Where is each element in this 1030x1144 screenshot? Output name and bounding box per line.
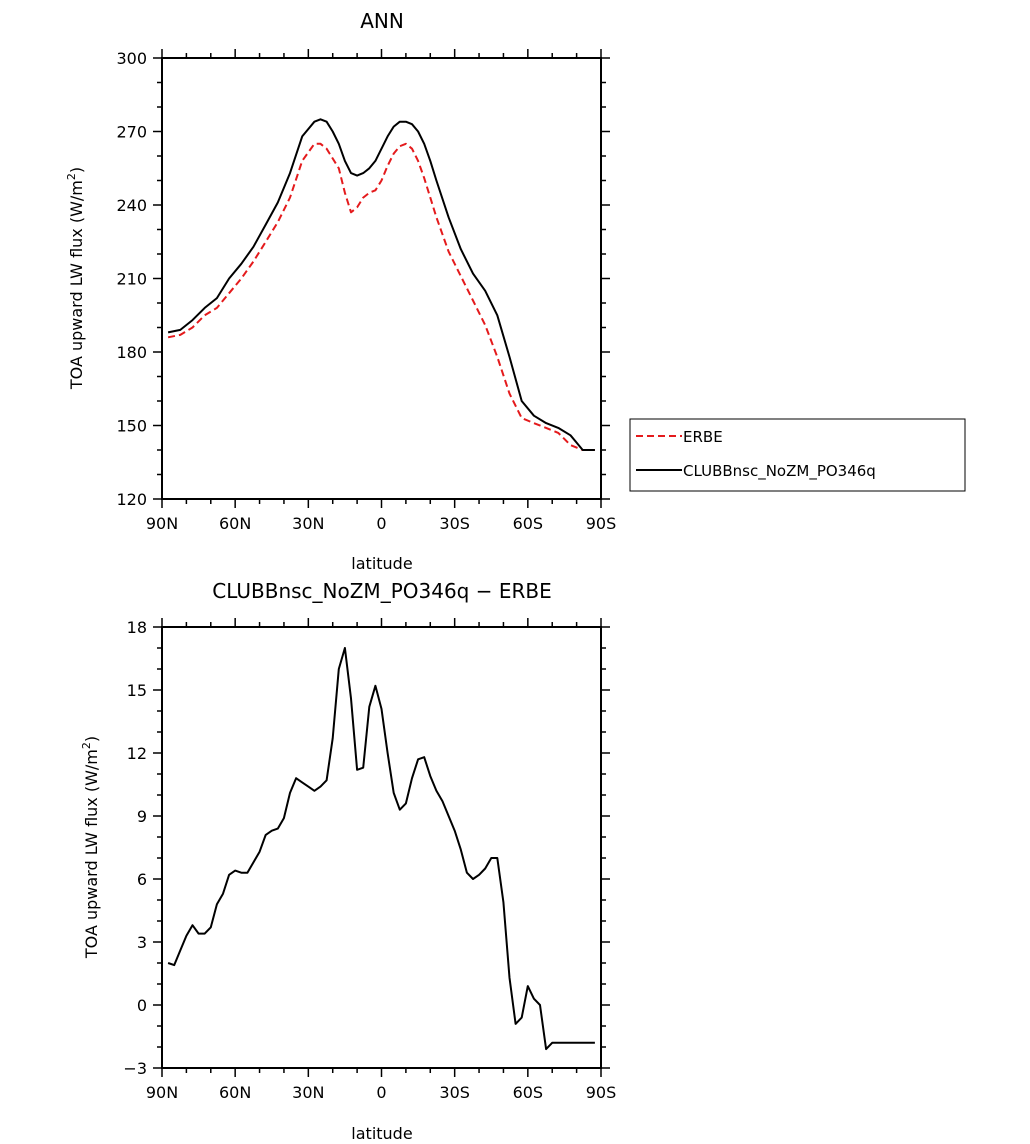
y-tick-label: 270 — [116, 123, 147, 142]
y-axis-label: TOA upward LW flux (W/m2) — [65, 167, 86, 390]
x-tick-label: 30N — [292, 1083, 324, 1102]
legend-label-erbe: ERBE — [683, 428, 723, 446]
top-panel: ANN 90N 60N 30N 0 30S 60S 90S 120 150 180 210 240 2… — [65, 9, 966, 573]
x-tick-label: 60N — [219, 514, 251, 533]
bottom-panel: CLUBBnsc_NoZM_PO346q − ERBE 90N 60N 30N 0 30… — [80, 579, 616, 1143]
legend-label-model: CLUBBnsc_NoZM_PO346q — [683, 462, 876, 481]
y-tick-labels: 120 150 180 210 240 270 300 — [116, 49, 147, 509]
x-tick-label: 30S — [439, 1083, 470, 1102]
series-lines — [167, 118, 595, 451]
axis-ticks — [153, 49, 610, 508]
x-tick-label: 0 — [376, 514, 386, 533]
y-tick-labels: −3 0 3 6 9 12 15 18 — [123, 618, 147, 1078]
y-tick-label: 180 — [116, 343, 147, 362]
x-tick-label: 90N — [146, 514, 178, 533]
x-tick-label: 90S — [586, 514, 617, 533]
x-tick-label: 0 — [376, 1083, 386, 1102]
y-tick-label: 240 — [116, 196, 147, 215]
series-line-erbe — [167, 142, 595, 451]
axis-ticks — [153, 618, 610, 1077]
y-tick-label: 15 — [127, 681, 147, 700]
x-tick-label: 30S — [439, 514, 470, 533]
x-tick-label: 60S — [513, 514, 544, 533]
y-tick-label: 9 — [137, 807, 147, 826]
x-tick-label: 90S — [586, 1083, 617, 1102]
series-line-clubbnsc-nozm-po346q — [167, 118, 595, 451]
y-tick-label: 6 — [137, 870, 147, 889]
series-line-difference — [167, 647, 595, 1051]
y-tick-label: 0 — [137, 996, 147, 1015]
plot-frame — [161, 57, 602, 500]
x-tick-labels: 90N 60N 30N 0 30S 60S 90S — [146, 1083, 616, 1102]
x-axis-label: latitude — [351, 1124, 412, 1143]
y-tick-label: 120 — [116, 490, 147, 509]
legend: ERBE CLUBBnsc_NoZM_PO346q — [629, 418, 966, 492]
legend-box — [629, 418, 966, 492]
y-tick-label: 300 — [116, 49, 147, 68]
chart-title: ANN — [360, 9, 404, 33]
y-tick-label: 12 — [127, 744, 147, 763]
y-tick-label: 210 — [116, 270, 147, 289]
y-axis-label: TOA upward LW flux (W/m2) — [80, 736, 101, 959]
x-tick-label: 90N — [146, 1083, 178, 1102]
x-tick-label: 60S — [513, 1083, 544, 1102]
y-tick-label: 18 — [127, 618, 147, 637]
plot-frame — [161, 626, 602, 1069]
chart-title: CLUBBnsc_NoZM_PO346q − ERBE — [212, 579, 551, 603]
x-tick-label: 30N — [292, 514, 324, 533]
series-lines — [167, 647, 595, 1051]
x-tick-labels: 90N 60N 30N 0 30S 60S 90S — [146, 514, 616, 533]
y-tick-label: 3 — [137, 933, 147, 952]
x-axis-label: latitude — [351, 554, 412, 573]
y-tick-label: −3 — [123, 1059, 147, 1078]
x-tick-label: 60N — [219, 1083, 251, 1102]
y-tick-label: 150 — [116, 417, 147, 436]
